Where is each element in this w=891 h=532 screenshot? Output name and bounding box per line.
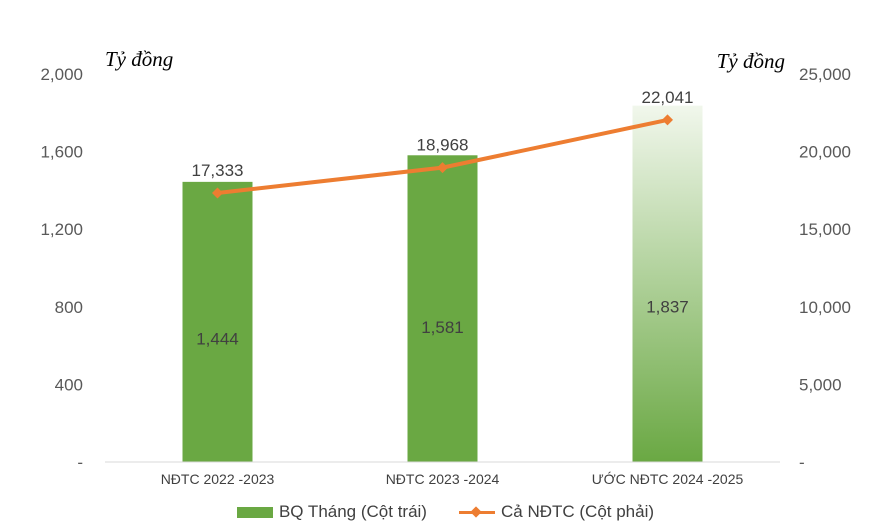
right-tick-label: - bbox=[799, 453, 805, 472]
left-tick-label: 1,600 bbox=[40, 143, 83, 162]
legend-item-bar: BQ Tháng (Cột trái) bbox=[236, 502, 427, 522]
line-point bbox=[212, 187, 223, 199]
chart: Tỷ đồng Tỷ đồng - 400 800 1,200 1,600 2,000 - 5,0… bbox=[40, 47, 851, 487]
left-tick-label: - bbox=[77, 453, 83, 472]
bar bbox=[182, 181, 253, 462]
category-label: ƯỚC NĐTC 2024 -2025 bbox=[592, 471, 744, 487]
bar-value-label: 1,444 bbox=[196, 329, 239, 348]
left-tick-label: 1,200 bbox=[40, 220, 83, 239]
legend-item-line: Cả NĐTC (Cột phải) bbox=[458, 502, 655, 522]
right-axis-title: Tỷ đồng bbox=[717, 49, 785, 73]
line-value-label: 17,333 bbox=[192, 161, 244, 180]
legend-bar-label: BQ Tháng (Cột trái) bbox=[278, 502, 427, 521]
line-point bbox=[437, 162, 448, 174]
legend-line-swatch bbox=[458, 507, 495, 518]
bar bbox=[632, 105, 703, 462]
bar-value-label: 1,581 bbox=[421, 318, 464, 337]
line-value-label: 22,041 bbox=[642, 88, 694, 107]
right-tick-label: 20,000 bbox=[799, 143, 851, 162]
left-tick-label: 2,000 bbox=[40, 65, 83, 84]
category-label: NĐTC 2023 -2024 bbox=[386, 471, 500, 487]
category-label: NĐTC 2022 -2023 bbox=[161, 471, 275, 487]
line-point bbox=[662, 114, 673, 126]
bar-value-label: 1,837 bbox=[646, 297, 689, 316]
bar bbox=[407, 155, 478, 462]
right-tick-label: 5,000 bbox=[799, 375, 842, 394]
right-tick-label: 25,000 bbox=[799, 65, 851, 84]
line-value-label: 18,968 bbox=[417, 136, 469, 155]
legend-line-label: Cả NĐTC (Cột phải) bbox=[500, 502, 655, 521]
left-tick-label: 800 bbox=[55, 298, 83, 317]
right-tick-label: 10,000 bbox=[799, 298, 851, 317]
legend-bar-swatch bbox=[236, 506, 273, 518]
left-tick-label: 400 bbox=[55, 375, 83, 394]
left-axis-title: Tỷ đồng bbox=[105, 47, 173, 71]
legend: BQ Tháng (Cột trái) Cả NĐTC (Cột phải) bbox=[0, 502, 891, 522]
right-tick-label: 15,000 bbox=[799, 220, 851, 239]
